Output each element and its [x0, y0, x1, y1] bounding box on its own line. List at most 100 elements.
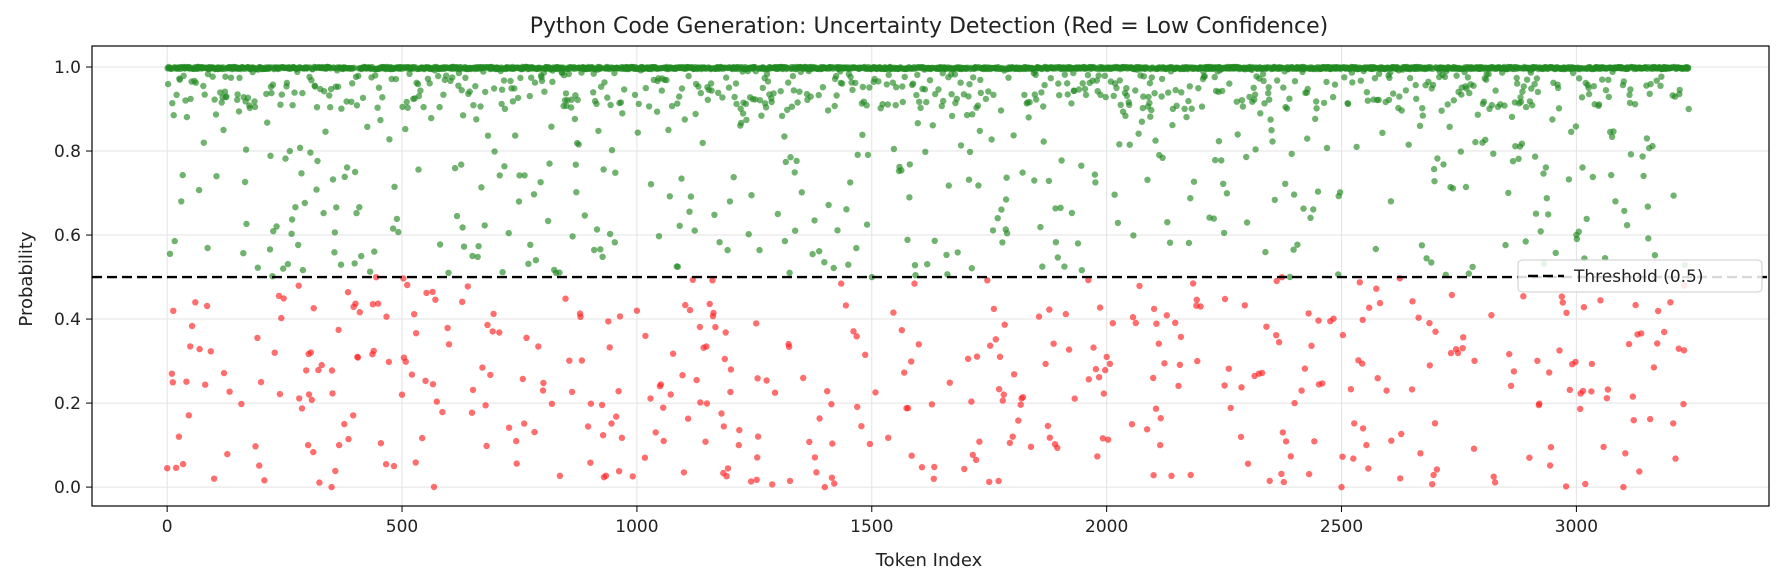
high-confidence-point	[571, 115, 579, 123]
low-confidence-point	[257, 378, 265, 386]
low-confidence-point	[606, 344, 613, 351]
high-confidence-point	[593, 100, 600, 108]
high-confidence-point	[469, 252, 476, 260]
high-confidence-point	[1243, 153, 1250, 161]
high-confidence-point	[399, 103, 406, 111]
low-confidence-point	[703, 400, 711, 407]
low-confidence-point	[987, 342, 994, 349]
high-confidence-point	[392, 75, 400, 83]
high-confidence-point	[1056, 92, 1063, 99]
low-confidence-point	[1096, 304, 1104, 311]
low-confidence-point	[718, 410, 725, 417]
high-confidence-point	[1379, 129, 1386, 136]
high-confidence-point	[1371, 75, 1379, 82]
high-confidence-point	[738, 119, 745, 127]
high-confidence-point	[1440, 161, 1447, 168]
high-confidence-point	[909, 80, 917, 87]
low-confidence-point	[568, 388, 576, 396]
high-confidence-point	[1658, 73, 1665, 80]
low-confidence-point	[1629, 393, 1637, 400]
low-confidence-point	[188, 322, 196, 330]
high-confidence-point	[1323, 78, 1330, 86]
high-confidence-point	[501, 163, 508, 170]
high-confidence-point	[791, 169, 798, 176]
low-confidence-point	[207, 348, 214, 355]
high-confidence-point	[1003, 230, 1011, 237]
high-confidence-point	[884, 101, 891, 108]
low-confidence-point	[587, 459, 594, 466]
high-confidence-point	[1110, 92, 1117, 100]
high-confidence-point	[296, 144, 304, 151]
low-confidence-point	[1546, 369, 1553, 376]
low-confidence-point	[911, 280, 918, 287]
low-confidence-point	[345, 435, 352, 443]
low-confidence-point	[702, 438, 709, 445]
high-confidence-point	[1126, 101, 1133, 109]
high-confidence-point	[348, 98, 355, 106]
high-confidence-point	[406, 70, 413, 78]
high-confidence-point	[904, 236, 911, 243]
high-confidence-point	[481, 222, 488, 229]
high-confidence-point	[1040, 138, 1047, 145]
low-confidence-point	[224, 450, 231, 458]
high-confidence-point	[531, 79, 539, 86]
high-confidence-point	[839, 80, 846, 87]
high-confidence-point	[1590, 83, 1598, 90]
high-confidence-point	[171, 237, 178, 245]
high-confidence-point	[1269, 138, 1276, 145]
high-confidence-point	[1438, 107, 1445, 114]
low-confidence-point	[513, 437, 520, 445]
low-confidence-point	[1620, 483, 1627, 491]
low-confidence-point	[693, 376, 700, 384]
high-confidence-point	[715, 89, 722, 97]
low-confidence-point	[1582, 480, 1589, 488]
high-confidence-point	[1646, 90, 1653, 98]
low-confidence-point	[308, 396, 315, 404]
high-confidence-point	[697, 89, 704, 97]
low-confidence-point	[220, 369, 228, 377]
high-confidence-point	[1252, 146, 1259, 153]
high-confidence-point	[1398, 107, 1405, 114]
high-confidence-point	[954, 249, 961, 256]
high-confidence-point	[170, 112, 177, 119]
low-confidence-point	[1426, 362, 1434, 369]
high-confidence-point	[286, 147, 293, 155]
low-confidence-point	[1287, 453, 1295, 460]
high-confidence-point	[435, 72, 442, 80]
low-confidence-point	[753, 320, 760, 327]
high-confidence-point	[1428, 259, 1435, 266]
low-confidence-point	[973, 353, 981, 360]
low-confidence-point	[1359, 316, 1366, 324]
high-confidence-point	[1387, 198, 1395, 205]
high-confidence-point	[1517, 98, 1525, 106]
low-confidence-point	[382, 461, 390, 468]
high-confidence-point	[635, 100, 642, 108]
high-confidence-point	[785, 79, 792, 86]
low-confidence-point	[647, 395, 654, 402]
chart-title: Python Code Generation: Uncertainty Dete…	[530, 14, 1329, 39]
high-confidence-point	[611, 239, 618, 246]
high-confidence-point	[1082, 91, 1090, 99]
high-confidence-point	[1290, 191, 1298, 198]
high-confidence-point	[1140, 73, 1148, 80]
high-confidence-point	[1002, 196, 1010, 203]
high-confidence-point	[756, 97, 764, 104]
high-confidence-point	[200, 82, 207, 90]
low-confidence-point	[1559, 299, 1567, 306]
high-confidence-point	[663, 76, 670, 84]
high-confidence-point	[913, 91, 920, 99]
high-confidence-point	[459, 224, 466, 231]
high-confidence-point	[1555, 105, 1563, 112]
high-confidence-point	[1685, 64, 1692, 71]
high-confidence-point	[1612, 198, 1619, 205]
low-confidence-point	[254, 334, 261, 342]
high-confidence-point	[1568, 128, 1575, 135]
low-confidence-point	[203, 302, 211, 310]
high-confidence-point	[1068, 100, 1075, 107]
low-confidence-point	[1447, 349, 1455, 357]
high-confidence-point	[1647, 80, 1654, 88]
low-confidence-point	[1647, 415, 1654, 423]
high-confidence-point	[1565, 176, 1573, 183]
low-confidence-point	[786, 477, 794, 485]
high-confidence-point	[1336, 189, 1344, 196]
